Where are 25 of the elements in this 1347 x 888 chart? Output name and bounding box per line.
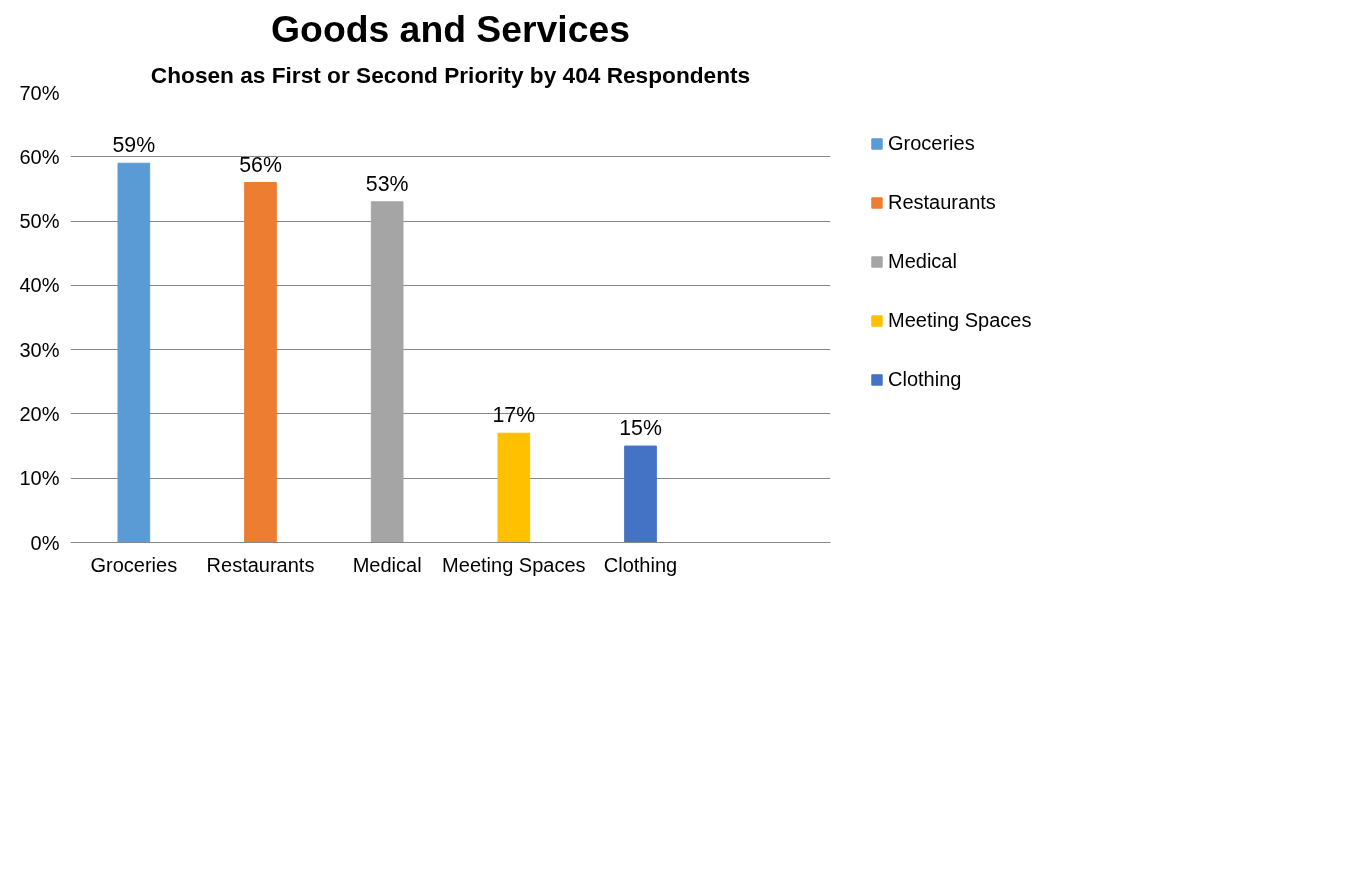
- data-label: 56%: [239, 152, 282, 177]
- y-tick-label: 50%: [19, 210, 60, 233]
- y-tick-label: 10%: [19, 467, 60, 490]
- legend-label: Medical: [888, 250, 957, 273]
- x-tick-label: Meeting Spaces: [442, 553, 586, 576]
- data-label: 59%: [112, 133, 156, 158]
- x-tick-label: Medical: [352, 553, 422, 576]
- legend-label: Groceries: [888, 132, 975, 155]
- y-tick-label: 60%: [19, 145, 60, 168]
- x-tick-label: Groceries: [90, 553, 178, 576]
- legend-label: Clothing: [888, 368, 962, 391]
- y-tick-label: 70%: [19, 81, 60, 104]
- x-tick-label: Clothing: [603, 553, 678, 576]
- y-tick-label: 30%: [19, 338, 60, 361]
- y-tick-label: 40%: [19, 274, 60, 297]
- y-tick-label: 20%: [19, 402, 60, 425]
- chart-subtitle: Chosen as First or Second Priority by 404 Respondents: [150, 61, 751, 88]
- legend-label: Meeting Spaces: [888, 309, 1032, 332]
- data-label: 17%: [492, 403, 536, 428]
- x-tick-label: Restaurants: [206, 553, 315, 576]
- chart-title: Goods and Services: [271, 7, 630, 50]
- legend-label: Restaurants: [888, 191, 996, 214]
- data-label: 53%: [365, 171, 409, 196]
- data-label: 15%: [619, 416, 662, 441]
- y-tick-label: 0%: [30, 531, 60, 554]
